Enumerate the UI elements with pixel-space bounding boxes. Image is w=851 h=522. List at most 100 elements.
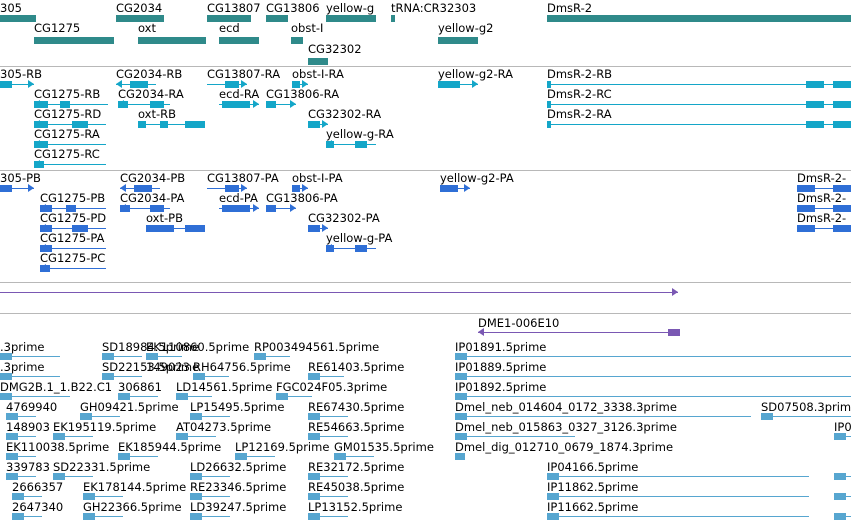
est-exon[interactable] [834, 473, 846, 480]
est-exon[interactable] [12, 513, 24, 520]
protein[interactable] [0, 188, 34, 189]
est-exon[interactable] [190, 413, 202, 420]
transcript[interactable] [34, 104, 108, 105]
transcript[interactable] [292, 84, 308, 85]
ests-label[interactable]: 148903 [6, 420, 50, 434]
transcript[interactable] [0, 84, 34, 85]
ests-label[interactable]: SD22153.5prime [102, 360, 200, 374]
est-exon[interactable] [547, 473, 559, 480]
protein[interactable] [326, 248, 376, 249]
est[interactable] [235, 456, 275, 457]
ests-label[interactable]: LP13152.5prime [308, 500, 403, 514]
est-exon[interactable] [118, 393, 130, 400]
protein-exon[interactable] [797, 225, 815, 232]
transcripts-label[interactable]: CG13806-RA [266, 87, 340, 101]
transcript-exon[interactable] [60, 101, 70, 108]
ests-label[interactable]: IP01892.5prime [455, 380, 547, 394]
est-exon[interactable] [235, 453, 247, 460]
transcript-exon[interactable] [160, 121, 168, 128]
genes-label[interactable]: CG2034 [116, 1, 163, 15]
est[interactable] [547, 476, 809, 477]
ests-label[interactable]: RP003494561.5prime [254, 340, 380, 354]
est-exon[interactable] [83, 493, 95, 500]
proteins-label[interactable]: CG2034-PB [120, 171, 186, 185]
proteins-label[interactable]: DmsR-2- [797, 191, 847, 205]
proteins-label[interactable]: CG2034-PA [120, 191, 185, 205]
transcript-exon[interactable] [138, 121, 146, 128]
gene-bar[interactable] [547, 15, 851, 22]
proteins-label[interactable]: CG1275-PB [40, 191, 106, 205]
proteins-label[interactable]: obst-I-PA [292, 171, 343, 185]
transcript[interactable] [118, 104, 170, 105]
ests-label[interactable]: FGC024F05.3prime [276, 380, 388, 394]
protein[interactable] [266, 208, 296, 209]
est-exon[interactable] [53, 473, 65, 480]
genes-label[interactable]: oxt [138, 21, 156, 35]
est[interactable] [190, 496, 230, 497]
transcripts-label[interactable]: DmsR-2-RC [547, 87, 612, 101]
protein-exon[interactable] [833, 185, 851, 192]
est[interactable] [6, 436, 36, 437]
ests-label[interactable]: GH22366.5prime [83, 500, 182, 514]
protein[interactable] [292, 188, 308, 189]
est-exon[interactable] [190, 513, 202, 520]
clone[interactable] [478, 332, 678, 333]
transcript-exon[interactable] [266, 101, 276, 108]
protein-exon[interactable] [355, 245, 367, 252]
est-exon[interactable] [12, 493, 24, 500]
protein-exon[interactable] [66, 205, 76, 212]
est-exon[interactable] [834, 493, 846, 500]
est[interactable] [455, 356, 851, 357]
gene-bar[interactable] [34, 37, 114, 44]
ests-label[interactable]: Dmel_dig_012710_0679_1874.3prime [455, 440, 674, 454]
ests-label[interactable]: RE54663.5prime [308, 420, 405, 434]
est-exon[interactable] [308, 433, 320, 440]
gene-bar[interactable] [391, 15, 395, 22]
ests-label[interactable]: DMG2B.1_1.B22.C1 [0, 380, 113, 394]
est[interactable] [455, 396, 851, 397]
ests-label[interactable]: 2666357 [12, 480, 64, 494]
protein[interactable] [40, 248, 106, 249]
est[interactable] [547, 496, 809, 497]
est-exon[interactable] [308, 493, 320, 500]
est-exon[interactable] [6, 433, 18, 440]
est[interactable] [308, 416, 348, 417]
transcripts-label[interactable]: yellow-g-RA [326, 127, 394, 141]
transcript-exon[interactable] [355, 141, 367, 148]
est[interactable] [102, 356, 142, 357]
gene-bar[interactable] [326, 15, 376, 22]
transcript[interactable] [547, 124, 851, 125]
ests-label[interactable]: RH64756.5prime [193, 360, 291, 374]
est[interactable] [80, 416, 120, 417]
protein-exon[interactable] [266, 205, 276, 212]
ests-label[interactable]: 306861 [118, 380, 162, 394]
transcript[interactable] [326, 144, 376, 145]
est-exon[interactable] [308, 513, 320, 520]
transcript-exon[interactable] [72, 121, 88, 128]
ests-label[interactable]: .3prime [0, 340, 45, 354]
est[interactable] [276, 396, 312, 397]
ests-label[interactable]: IP0 [834, 420, 851, 434]
transcript-exon[interactable] [806, 101, 824, 108]
est-exon[interactable] [190, 473, 202, 480]
proteins-label[interactable]: ecd-PA [219, 191, 258, 205]
gene-bar[interactable] [308, 58, 328, 65]
ests-label[interactable]: IP01889.5prime [455, 360, 547, 374]
transcripts-label[interactable]: CG1275-RC [34, 147, 100, 161]
transcript-exon[interactable] [547, 121, 551, 128]
protein-exon[interactable] [833, 205, 851, 212]
transcript-exon[interactable] [225, 81, 239, 88]
ests-label[interactable]: IP04166.5prime [547, 460, 639, 474]
genes-label[interactable]: CG13807 [207, 1, 261, 15]
transcript-exon[interactable] [547, 101, 551, 108]
proteins-label[interactable]: DmsR-2- [797, 171, 847, 185]
protein[interactable] [797, 188, 851, 189]
est[interactable] [176, 436, 216, 437]
protein-exon[interactable] [40, 205, 52, 212]
transcript-exon[interactable] [292, 81, 300, 88]
est-exon[interactable] [455, 413, 467, 420]
est-exon[interactable] [455, 393, 467, 400]
est[interactable] [53, 436, 93, 437]
transcript-exon[interactable] [34, 141, 48, 148]
transcripts-label[interactable]: obst-I-RA [292, 67, 344, 81]
